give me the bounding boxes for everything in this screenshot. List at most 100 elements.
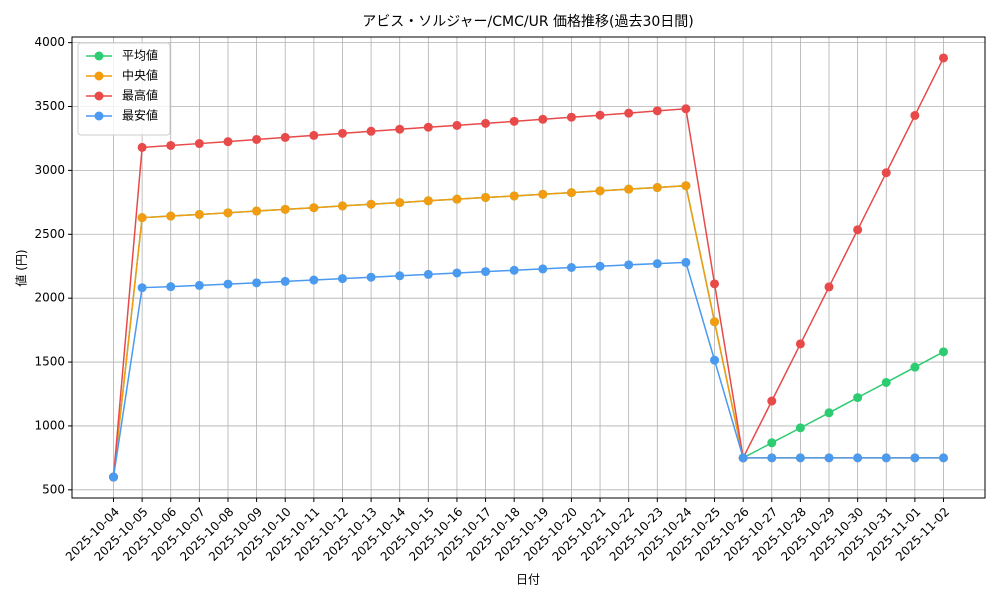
data-point [423, 122, 433, 132]
chart-title: アビス・ソルジャー/CMC/UR 価格推移(過去30日間) [362, 14, 694, 30]
data-point [194, 139, 204, 149]
data-point [853, 393, 863, 403]
data-point [395, 198, 405, 208]
data-point [137, 142, 147, 152]
data-point [395, 271, 405, 281]
data-point [881, 377, 891, 387]
data-point [481, 192, 491, 202]
data-point [881, 453, 891, 463]
data-point [538, 114, 548, 124]
data-point [824, 453, 834, 463]
data-point [681, 181, 691, 191]
y-tick-label: 1000 [34, 418, 65, 432]
data-point [481, 267, 491, 277]
data-point [624, 184, 634, 194]
data-point [624, 108, 634, 118]
data-point [194, 209, 204, 219]
data-point [223, 137, 233, 147]
data-point [738, 453, 748, 463]
data-point [509, 116, 519, 126]
data-point [910, 110, 920, 120]
data-point [767, 438, 777, 448]
y-tick-label: 2500 [34, 227, 65, 241]
data-point [337, 201, 347, 211]
data-point [423, 196, 433, 206]
data-point [337, 128, 347, 138]
data-point [710, 279, 720, 289]
legend-marker [94, 71, 104, 81]
data-point [166, 140, 176, 150]
data-point [767, 396, 777, 406]
data-point [939, 347, 948, 357]
data-point [652, 106, 662, 116]
data-point [280, 132, 290, 142]
x-axis-label: 日付 [516, 573, 540, 587]
data-point [538, 264, 548, 274]
data-point [337, 274, 347, 284]
data-point [853, 225, 863, 235]
data-point [452, 194, 462, 204]
data-point [939, 53, 948, 63]
data-point [595, 110, 605, 120]
data-point [137, 213, 147, 223]
legend-label: 平均値 [122, 48, 158, 63]
y-tick-label: 2000 [34, 291, 65, 305]
data-point [509, 191, 519, 201]
data-point [481, 118, 491, 128]
data-point [166, 211, 176, 221]
data-point [252, 278, 262, 288]
y-tick-label: 3500 [34, 99, 65, 113]
data-point [309, 203, 319, 213]
data-point [795, 423, 805, 433]
data-point [652, 259, 662, 269]
y-tick-label: 1500 [34, 355, 65, 369]
data-point [309, 130, 319, 140]
data-point [109, 472, 118, 482]
data-point [423, 269, 433, 279]
plot-frame [71, 36, 986, 499]
data-point [624, 260, 634, 270]
data-point [795, 453, 805, 463]
data-point [280, 204, 290, 214]
data-point [652, 183, 662, 193]
data-point [309, 275, 319, 285]
data-point [767, 453, 777, 463]
data-point [252, 134, 262, 144]
data-point [280, 276, 290, 286]
series-line [112, 261, 944, 478]
data-point [366, 126, 376, 136]
data-point [194, 280, 204, 290]
data-point [881, 168, 891, 178]
data-point [795, 339, 805, 349]
series-line [112, 57, 945, 478]
data-point [566, 263, 576, 272]
data-point [824, 282, 834, 292]
data-point [366, 199, 376, 209]
data-point [452, 268, 462, 278]
data-point [223, 279, 233, 289]
legend-marker [94, 51, 104, 61]
data-point [538, 189, 548, 199]
data-point [910, 453, 920, 463]
data-point [824, 408, 834, 418]
data-point [681, 257, 691, 267]
data-point [509, 265, 519, 275]
data-point [366, 272, 376, 282]
data-point [853, 453, 863, 463]
data-point [939, 453, 948, 463]
data-point [223, 208, 233, 218]
y-tick-label: 3000 [34, 163, 65, 177]
y-axis-label: 値 (円) [14, 249, 29, 286]
legend-marker [94, 111, 104, 121]
data-point [910, 362, 920, 372]
legend-label: 中央値 [122, 68, 158, 83]
data-point [710, 355, 720, 365]
data-point [595, 261, 605, 271]
data-point [566, 112, 576, 122]
data-point [452, 120, 462, 130]
data-point [681, 104, 691, 114]
data-point [166, 282, 176, 292]
data-point [137, 283, 147, 293]
data-point [710, 317, 720, 327]
legend-label: 最高値 [122, 88, 158, 103]
